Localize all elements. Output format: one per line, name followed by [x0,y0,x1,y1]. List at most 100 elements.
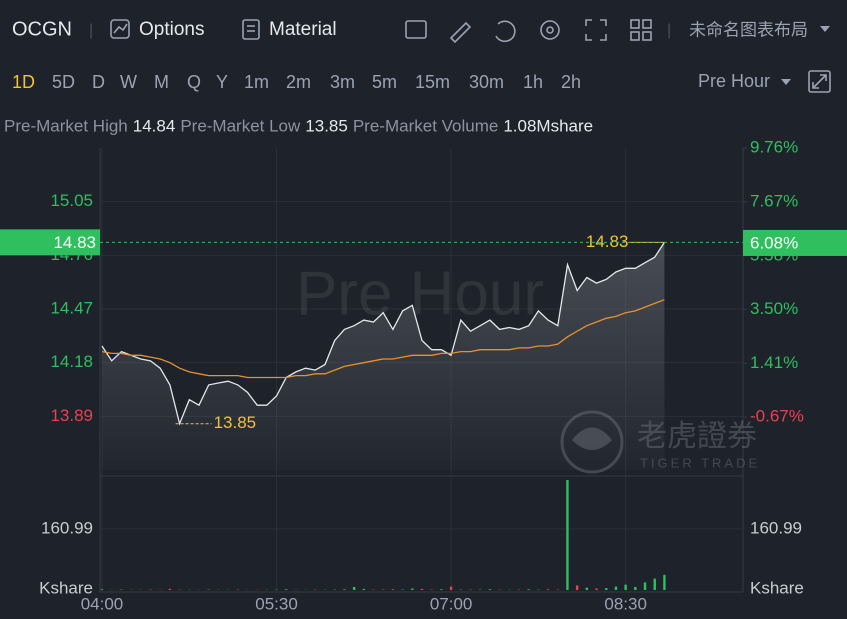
volume-bar [546,589,550,590]
material-button[interactable]: Material [269,19,337,40]
y2-tick-label: 3.50% [750,299,798,318]
options-icon[interactable] [110,19,130,39]
volume-bar [624,584,627,590]
y2-tick-label: 1.41% [750,353,798,372]
x-tick-label: 04:00 [81,594,124,613]
period-button[interactable]: W [120,72,137,92]
y-tick-label: 13.89 [50,406,93,425]
period-button[interactable]: 2h [561,72,581,92]
volume-bar [527,589,530,590]
y2-tick-label: 9.76% [750,137,798,156]
volume-bar [643,582,647,590]
volume-bar [440,589,443,590]
period-button[interactable]: 15m [415,72,450,92]
volume-bar [343,589,346,590]
average-line [101,299,665,379]
volume-unit: Kshare [750,578,804,597]
separator: | [667,22,671,39]
price-area [102,242,665,470]
stat-label: Pre-Market High [4,116,128,135]
settings-icon-core [546,26,554,34]
price-line [101,242,665,426]
volume-tick-label: 160.99 [41,518,93,537]
high-label: 14.83 [586,232,629,251]
volume-bar [634,586,637,590]
volume-bar [411,588,414,590]
layout-icon [642,31,652,41]
y2-tick-label: 7.67% [750,191,798,210]
change-badge [743,229,847,256]
stat-value: 1.08Mshare [503,116,593,135]
y-tick-label: 15.05 [50,191,93,210]
period-button[interactable]: 2m [286,72,311,92]
volume-bar [352,586,356,590]
volume-bar [420,588,424,590]
fullscreen-icon[interactable] [585,19,607,41]
x-tick-label: 08:30 [604,594,647,613]
indicator-icon[interactable] [405,20,427,39]
volume-bar [566,480,569,590]
volume-bar [614,586,618,590]
separator: | [89,22,93,39]
draw-icon[interactable] [449,21,472,44]
expand-icon-arrow [812,74,827,89]
last-price-badge [0,229,100,256]
brand-name-en: TIGER TRADE [640,455,760,470]
volume-bar [653,578,656,590]
volume-bar [595,588,598,590]
volume-bar [362,588,366,590]
volume-unit: Kshare [39,578,93,597]
period-button[interactable]: Y [216,72,228,92]
y2-tick-label: -0.67% [750,407,804,426]
settings-icon[interactable] [540,20,560,40]
expand-icon[interactable] [808,70,831,93]
volume-bar [449,586,453,590]
period-button[interactable]: 1h [523,72,543,92]
options-button[interactable]: Options [139,19,204,40]
y-tick-label: 14.18 [50,352,93,371]
period-button[interactable]: Q [187,72,201,92]
layout-icon[interactable] [630,19,640,29]
stat-value: 14.84 [133,116,176,135]
layout-name[interactable]: 未命名图表布局 [689,20,808,39]
stat-label: Pre-Market Low [180,116,301,135]
reset-icon[interactable] [495,20,516,43]
low-label: 13.85 [214,413,257,432]
symbol[interactable]: OCGN [12,18,72,40]
volume-bar [605,588,608,590]
period-button[interactable]: 5D [52,72,75,92]
volume-bar [391,589,395,590]
x-tick-label: 05:30 [255,594,298,613]
session-select[interactable]: Pre Hour [698,71,770,91]
period-button[interactable]: 30m [469,72,504,92]
y-tick-label: 14.47 [50,298,93,317]
x-tick-label: 07:00 [430,594,473,613]
layout-icon [630,31,640,41]
period-button[interactable]: M [154,72,169,92]
volume-bar [285,589,288,590]
period-button[interactable]: 3m [330,72,355,92]
watermark: Pre Hour [296,259,544,328]
volume-bar [575,585,579,590]
volume-bar [168,588,172,590]
period-button[interactable]: 5m [372,72,397,92]
period-button[interactable]: 1m [244,72,269,92]
period-button[interactable]: D [92,72,105,92]
volume-bar [100,589,104,590]
layout-icon [642,19,652,29]
material-icon[interactable] [242,19,260,40]
volume-bar [585,587,589,590]
stat-value: 13.85 [305,116,348,135]
last-change: 6.08% [750,233,798,252]
dropdown-arrow[interactable] [820,26,830,32]
toolbar-icons [405,19,652,44]
last-price: 14.83 [53,233,96,252]
volume-tick-label: 160.99 [750,518,802,537]
period-button[interactable]: 1D [12,72,35,92]
volume-bar [663,574,666,590]
options-icon-line [113,23,128,34]
volume-bar [488,589,492,590]
dropdown-arrow[interactable] [781,79,791,85]
